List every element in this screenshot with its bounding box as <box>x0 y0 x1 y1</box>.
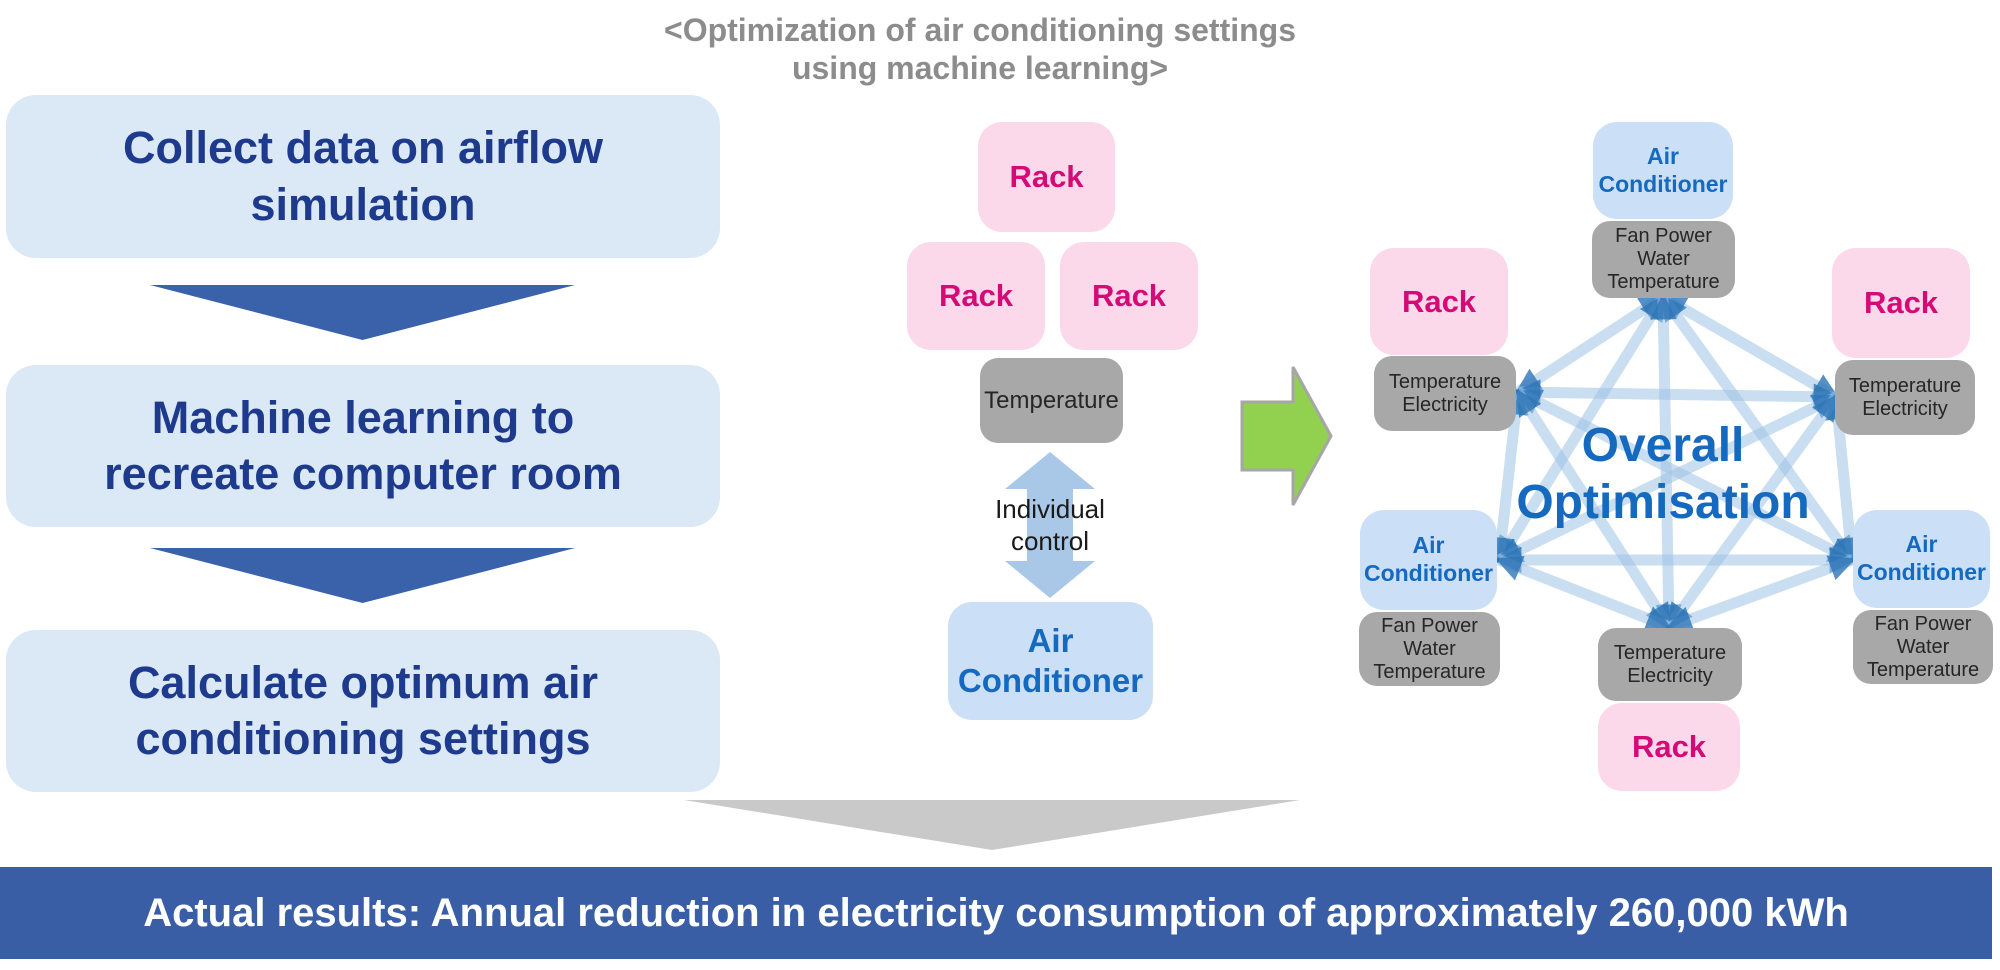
air-conditioner-box: Air Conditioner <box>1853 510 1990 608</box>
rack-box: Rack <box>1832 248 1970 358</box>
ac-metrics-box: Fan Power Water Temperature <box>1592 221 1735 298</box>
diagram-title: <Optimization of air conditioning settin… <box>664 12 1296 86</box>
rack-metrics-box: Temperature Electricity <box>1835 360 1975 435</box>
step-box-machine-learning: Machine learning to recreate computer ro… <box>6 365 720 527</box>
individual-control-label: Individual control <box>995 494 1105 556</box>
air-conditioner-box: Air Conditioner <box>1360 510 1497 610</box>
overall-optimisation-label: Overall Optimisation <box>1516 419 1810 529</box>
air-conditioner-box: Air Conditioner <box>1593 122 1733 219</box>
temperature-box: Temperature <box>980 358 1123 443</box>
step-box-calculate-settings: Calculate optimum air conditioning setti… <box>6 630 720 792</box>
rack-box: Rack <box>978 122 1115 232</box>
rack-box: Rack <box>1060 242 1198 350</box>
rack-box: Rack <box>1370 248 1508 355</box>
rack-box: Rack <box>907 242 1045 350</box>
ac-metrics-box: Fan Power Water Temperature <box>1853 610 1993 684</box>
air-conditioner-box: Air Conditioner <box>948 602 1153 720</box>
step-box-collect-data: Collect data on airflow simulation <box>6 95 720 258</box>
results-banner: Actual results: Annual reduction in elec… <box>0 867 1992 959</box>
rack-metrics-box: Temperature Electricity <box>1598 628 1742 701</box>
rack-box: Rack <box>1598 703 1740 791</box>
double-arrow-icon <box>1005 452 1095 598</box>
right-arrow-icon <box>1240 366 1333 506</box>
ac-metrics-box: Fan Power Water Temperature <box>1359 612 1500 686</box>
rack-metrics-box: Temperature Electricity <box>1374 356 1516 431</box>
